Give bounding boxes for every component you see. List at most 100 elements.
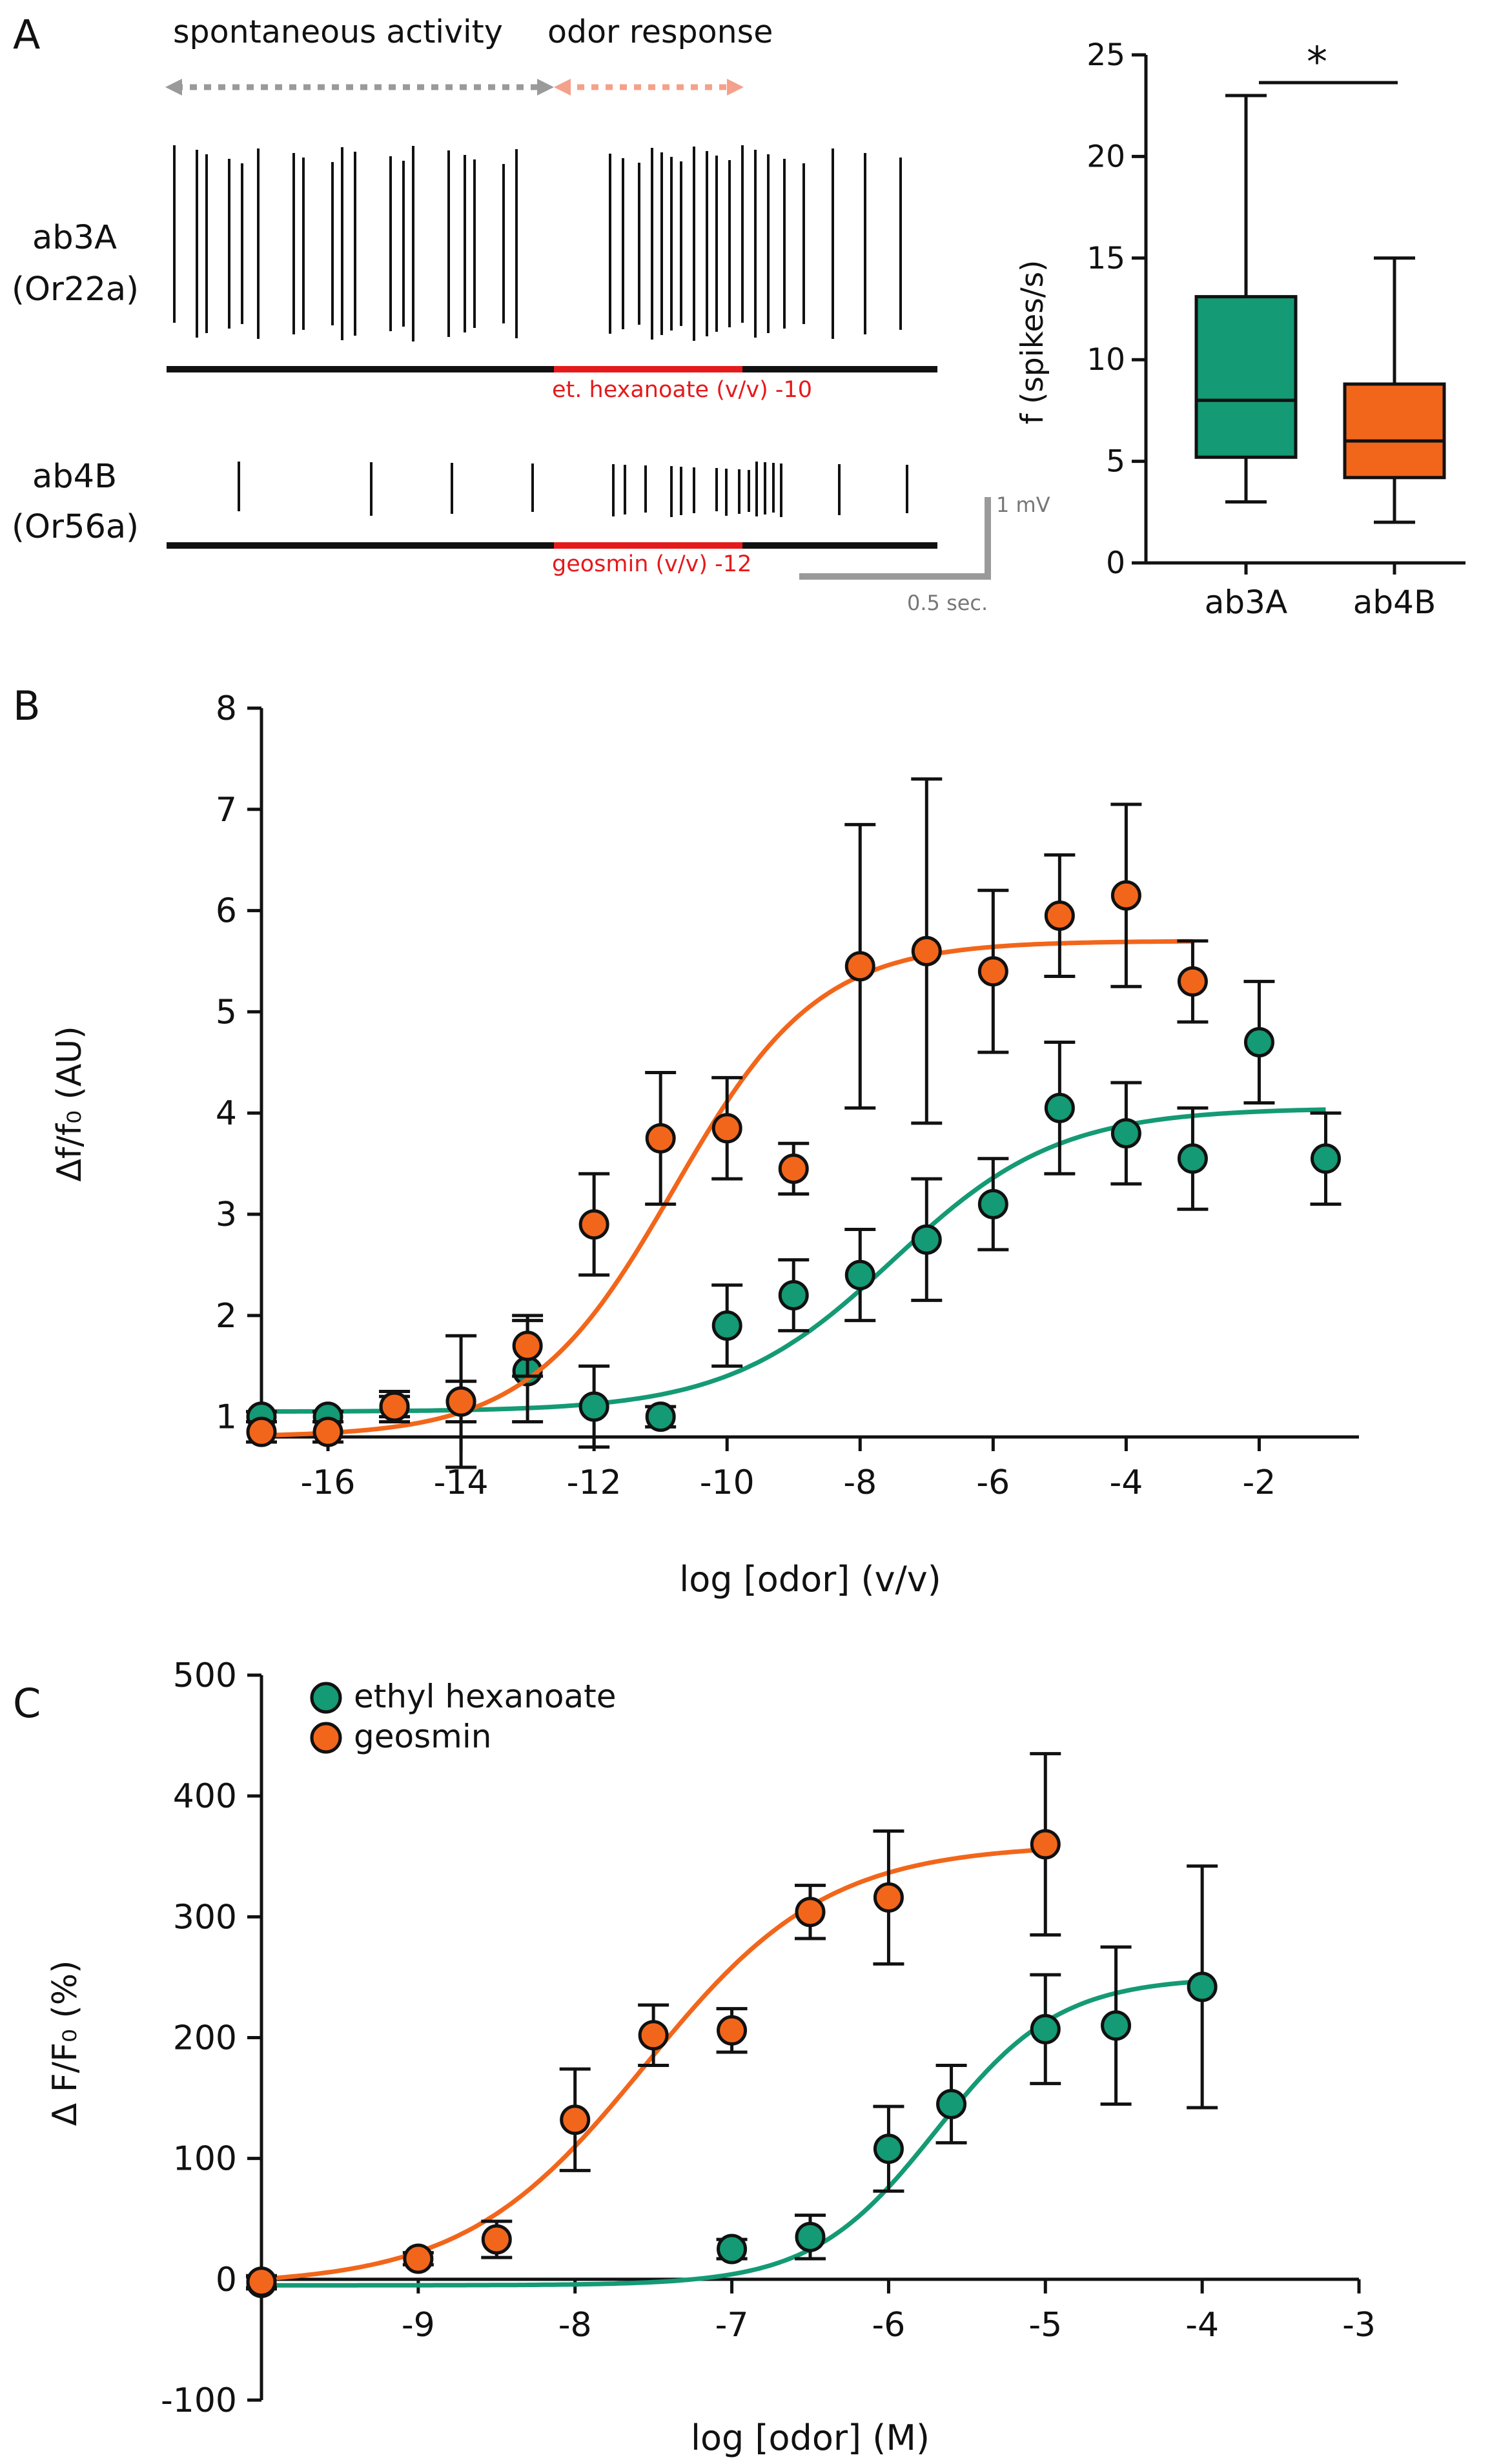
chart-b-point-geosmin [1110, 880, 1141, 911]
chart-b-point-geosmin [911, 935, 942, 966]
chart-b-point-ethyl-hexanoate [1044, 1092, 1075, 1123]
chart-b-point-ethyl-hexanoate [844, 1259, 875, 1290]
chart-c-x-tick-label: -7 [715, 2306, 749, 2345]
scale-bar [799, 497, 991, 580]
chart-c-point-ethyl-hexanoate [717, 2234, 748, 2265]
spontaneous-activity-label: spontaneous activity [173, 14, 503, 50]
chart-c-point-geosmin [638, 2020, 669, 2051]
chart-c-point-geosmin [246, 2266, 277, 2297]
box-plot: f (spikes/s) * 0 5 10 15 20 25 ab3A ab4B [1015, 37, 1465, 621]
box-y-tick-label: 5 [1106, 444, 1125, 480]
chart-c-point-ethyl-hexanoate [1187, 1971, 1218, 2002]
chart-c-x-tick-label: -6 [872, 2306, 905, 2345]
chart-b-point-ethyl-hexanoate [1177, 1143, 1208, 1174]
chart-b-point-ethyl-hexanoate [977, 1188, 1008, 1219]
ab4b-name-label: ab4B [32, 458, 117, 496]
spontaneous-arrow-left [165, 79, 182, 96]
chart-b-y-tick-label: 4 [216, 1094, 237, 1133]
chart-b-point-geosmin [1177, 966, 1208, 997]
chart-c-point-ethyl-hexanoate [1101, 2010, 1132, 2041]
chart-b-y-tick-label: 5 [216, 993, 237, 1032]
chart-c-point-geosmin [560, 2104, 591, 2135]
box-y-tick-label: 15 [1087, 241, 1125, 276]
chart-b-point-ethyl-hexanoate [645, 1401, 676, 1432]
odor-response-label: odor response [547, 14, 773, 50]
scale-voltage-label: 1 mV [996, 493, 1050, 517]
chart-b: log [odor] (v/v) Δf/f₀ (AU) 1 2 3 4 5 6 7 8 -16 -… [50, 689, 1359, 1600]
chart-c-point-ethyl-hexanoate [936, 2088, 967, 2119]
ab4b-receptor-label: (Or56a) [12, 508, 139, 546]
chart-c-point-ethyl-hexanoate [795, 2221, 826, 2252]
ab3a-stimulus-label: et. hexanoate (v/v) -10 [552, 377, 812, 403]
chart-b-point-geosmin [977, 956, 1008, 987]
ab4b-stimulus-label: geosmin (v/v) -12 [552, 551, 751, 577]
box-y-tick-label: 20 [1087, 139, 1125, 174]
chart-c-point-geosmin [795, 1897, 826, 1928]
chart-b-point-ethyl-hexanoate [1110, 1118, 1141, 1149]
panel-c-letter: C [13, 1680, 41, 1727]
box-y-tick-label: 25 [1087, 37, 1125, 73]
chart-c-point-geosmin [403, 2243, 434, 2274]
chart-b-x-tick-label: -2 [1243, 1463, 1276, 1502]
chart-b-point-ethyl-hexanoate [778, 1279, 809, 1310]
chart-c-y-tick-label: 300 [173, 1898, 237, 1937]
chart-c-point-geosmin [873, 1882, 904, 1913]
chart-b-point-geosmin [246, 1416, 277, 1447]
box-ylabel: f (spikes/s) [1015, 260, 1050, 425]
chart-b-y-tick-label: 2 [216, 1297, 237, 1336]
chart-b-x-tick-label: -12 [567, 1463, 622, 1502]
chart-b-point-ethyl-hexanoate [1243, 1026, 1274, 1057]
legend-geosmin-label: geosmin [354, 1718, 491, 1755]
panel-b: B log [odor] (v/v) Δf/f₀ (AU) 1 2 3 4 5 6 7 8 -1… [13, 682, 1359, 1600]
significance-star: * [1307, 39, 1327, 87]
chart-b-point-ethyl-hexanoate [1310, 1143, 1341, 1174]
legend-ethyl-hexanoate-label: ethyl hexanoate [354, 1678, 617, 1715]
panel-b-letter: B [13, 682, 41, 729]
chart-b-y-tick-label: 3 [216, 1196, 237, 1234]
chart-b-point-geosmin [1044, 900, 1075, 931]
chart-b-point-geosmin [711, 1113, 742, 1144]
ab3a-spike-trace [173, 145, 902, 341]
chart-b-x-tick-label: -4 [1109, 1463, 1143, 1502]
panel-a: A spontaneous activity odor response ab3… [12, 11, 1465, 621]
chart-b-xlabel: log [odor] (v/v) [679, 1559, 941, 1600]
chart-c-point-ethyl-hexanoate [1030, 2013, 1061, 2044]
chart-b-point-geosmin [578, 1209, 609, 1240]
chart-b-y-tick-label: 7 [216, 791, 237, 830]
panel-c: C log [odor] (M) Δ F/F₀ (%) -100 0 100 200 3… [13, 1656, 1376, 2458]
chart-b-point-geosmin [778, 1153, 809, 1184]
chart-b-x-tick-label: -16 [301, 1463, 356, 1502]
chart-b-x-tick-label: -10 [700, 1463, 755, 1502]
chart-b-point-ethyl-hexanoate [711, 1310, 742, 1341]
legend-ethyl-hexanoate-marker [310, 1682, 342, 1714]
chart-b-y-tick-label: 1 [216, 1398, 237, 1437]
chart-b-fit-ethyl-hexanoate [261, 1107, 1326, 1414]
chart-b-ylabel: Δf/f₀ (AU) [50, 1026, 89, 1181]
chart-b-point-geosmin [312, 1416, 343, 1447]
spontaneous-arrow-right [537, 79, 554, 96]
chart-c-y-tick-label: 100 [173, 2140, 237, 2179]
ab3a-name-label: ab3A [32, 219, 117, 257]
chart-c-point-geosmin [717, 2015, 748, 2046]
chart-c-y-tick-label: 0 [216, 2261, 237, 2299]
scale-time-label: 0.5 sec. [907, 591, 988, 615]
chart-b-x-tick-label: -14 [434, 1463, 489, 1502]
box-x-tick-label: ab4B [1353, 584, 1436, 621]
chart-c-x-tick-label: -4 [1185, 2306, 1219, 2345]
chart-c: log [odor] (M) Δ F/F₀ (%) -100 0 100 200 300… [46, 1656, 1376, 2458]
chart-b-y-tick-label: 8 [216, 689, 237, 728]
chart-b-y-tick-label: 6 [216, 892, 237, 931]
chart-b-point-geosmin [379, 1391, 410, 1422]
chart-c-point-ethyl-hexanoate [873, 2133, 904, 2164]
chart-c-y-tick-label: -100 [161, 2381, 237, 2420]
box-x-tick-label: ab3A [1205, 584, 1287, 621]
ab3a-receptor-label: (Or22a) [12, 270, 139, 309]
chart-b-point-geosmin [445, 1386, 476, 1417]
box-y-tick-label: 10 [1087, 342, 1125, 378]
box-ab3a [1194, 295, 1298, 459]
panel-a-letter: A [13, 11, 40, 58]
box-ab4b [1343, 382, 1446, 480]
chart-b-x-tick-label: -6 [976, 1463, 1010, 1502]
chart-c-ylabel: Δ F/F₀ (%) [46, 1960, 85, 2126]
